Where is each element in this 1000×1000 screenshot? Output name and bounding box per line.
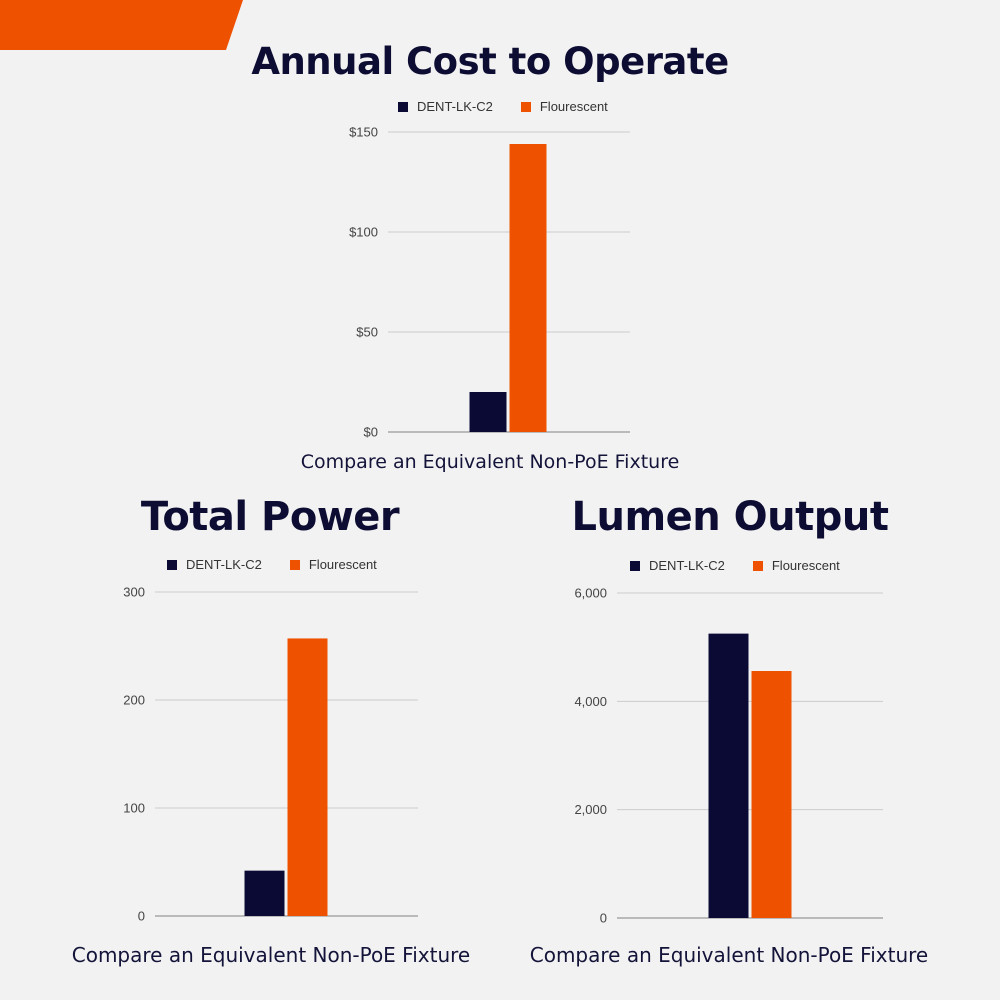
legend-swatch-dent — [167, 559, 177, 570]
cost-chart-caption: Compare an Equivalent Non-PoE Fixture — [300, 451, 680, 473]
corner-accent-banner — [0, 0, 243, 50]
legend-swatch-flourescent — [752, 560, 763, 571]
cost-ytick-label: $0 — [364, 425, 378, 440]
lumen-chart-legend: DENT-LK-C2 Flourescent — [630, 558, 840, 573]
power-chart-title: Total Power — [140, 494, 400, 540]
power-ytick-label: 0 — [138, 909, 145, 924]
power-ytick-label: 100 — [123, 801, 145, 816]
cost-ytick-label: $150 — [349, 125, 378, 140]
lumen-bar-dent-lk-c2 — [708, 633, 749, 918]
lumen-ytick-label: 4,000 — [574, 694, 607, 709]
power-ytick-label: 300 — [123, 585, 145, 600]
legend-swatch-dent — [630, 560, 640, 571]
legend-item-dent: DENT-LK-C2 — [398, 99, 493, 114]
legend-swatch-flourescent — [520, 101, 531, 112]
legend-item-flourescent: Flourescent — [752, 558, 840, 573]
legend-label-dent: DENT-LK-C2 — [417, 99, 493, 114]
cost-chart-legend: DENT-LK-C2 Flourescent — [398, 99, 608, 114]
legend-label-dent: DENT-LK-C2 — [186, 557, 262, 572]
legend-item-dent: DENT-LK-C2 — [630, 558, 725, 573]
power-bar-flourescent — [287, 638, 328, 916]
power-bar-dent-lk-c2 — [244, 870, 285, 916]
lumen-bar-flourescent — [751, 671, 792, 918]
lumen-chart-caption: Compare an Equivalent Non-PoE Fixture — [529, 943, 929, 967]
cost-chart-title: Annual Cost to Operate — [251, 40, 729, 83]
lumen-ytick-label: 2,000 — [574, 802, 607, 817]
cost-bar-flourescent — [509, 144, 547, 432]
power-ytick-label: 200 — [123, 693, 145, 708]
lumen-chart-title: Lumen Output — [571, 494, 889, 540]
legend-item-dent: DENT-LK-C2 — [167, 557, 262, 572]
legend-label-flourescent: Flourescent — [539, 99, 608, 114]
cost-ytick-label: $100 — [349, 225, 378, 240]
power-chart-legend: DENT-LK-C2 Flourescent — [167, 557, 377, 572]
legend-swatch-dent — [398, 101, 408, 112]
power-chart-caption: Compare an Equivalent Non-PoE Fixture — [71, 943, 471, 967]
legend-label-flourescent: Flourescent — [308, 557, 377, 572]
legend-swatch-flourescent — [289, 559, 300, 570]
cost-bar-dent-lk-c2 — [469, 392, 507, 432]
legend-label-flourescent: Flourescent — [771, 558, 840, 573]
lumen-ytick-label: 0 — [600, 911, 607, 926]
cost-ytick-label: $50 — [356, 325, 378, 340]
legend-label-dent: DENT-LK-C2 — [649, 558, 725, 573]
lumen-ytick-label: 6,000 — [574, 586, 607, 601]
legend-item-flourescent: Flourescent — [289, 557, 377, 572]
legend-item-flourescent: Flourescent — [520, 99, 608, 114]
